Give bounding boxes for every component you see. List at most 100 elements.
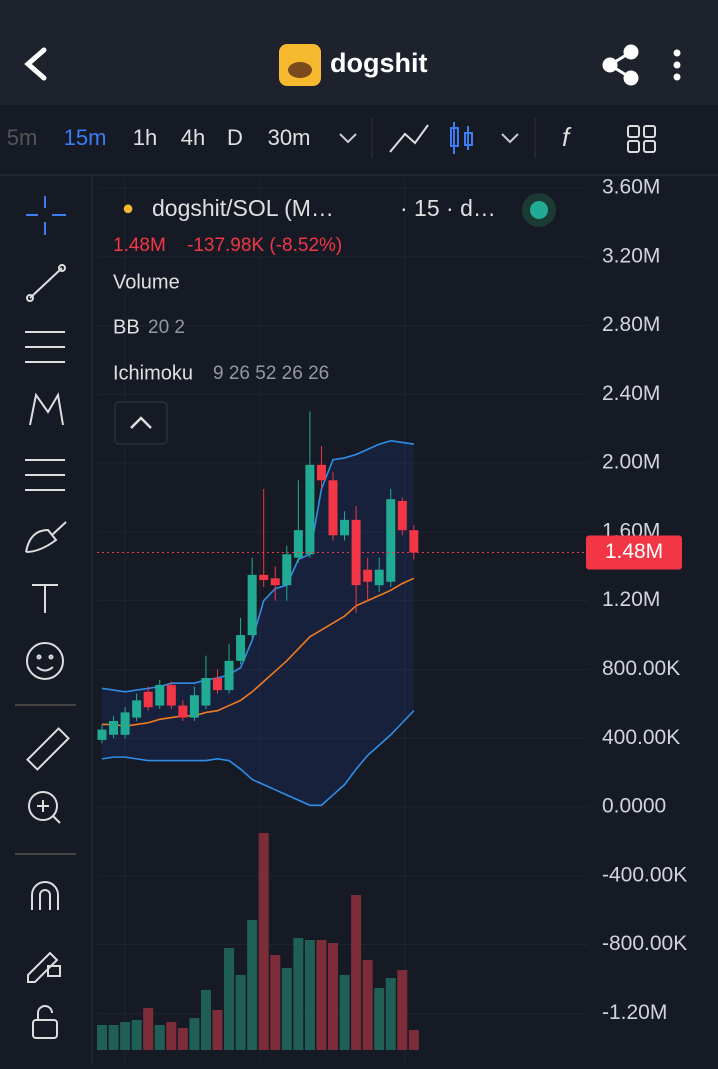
candle-body [259, 574, 269, 581]
volume-bar [235, 975, 246, 1050]
volume-bar [293, 938, 304, 1050]
fib-tool[interactable] [25, 331, 65, 363]
volume-bar [258, 833, 269, 1050]
volume-bar [351, 895, 362, 1050]
collapse-icon [130, 416, 152, 429]
volume-bar [270, 955, 281, 1050]
collapse-button[interactable] [114, 401, 168, 445]
prediction-tool[interactable] [25, 459, 65, 491]
pair-name: dogshit/SOL (M… [152, 195, 334, 221]
volume-bar [154, 1025, 165, 1050]
brush-tool[interactable] [25, 521, 67, 553]
header [0, 0, 718, 105]
candle-body [178, 705, 188, 718]
emoji-tool[interactable] [26, 642, 64, 680]
volume-bar [397, 970, 408, 1050]
volume-bar [328, 943, 338, 1050]
token-icon-shape [288, 62, 312, 78]
y-tick-label: 1.20M [602, 588, 660, 611]
candle-body [409, 530, 419, 553]
candle-body [328, 480, 338, 536]
drawing-tools [15, 196, 76, 1039]
candle-body [397, 500, 407, 531]
volume-bar [166, 1022, 177, 1050]
volume-bar [212, 1010, 223, 1050]
volume-bar [316, 940, 327, 1050]
lock-draw-tool[interactable] [27, 951, 61, 983]
timeframes: 5m 15m 1h 4h D 30m [7, 125, 311, 150]
candle-body [340, 519, 350, 536]
y-tick-label: -1.20M [602, 1001, 667, 1024]
bb-line [102, 577, 415, 727]
candle-button[interactable] [450, 122, 473, 154]
volume-bar [177, 1028, 188, 1050]
y-tick-label: 3.60M [602, 176, 660, 199]
timeframe-button[interactable]: 1h [133, 125, 157, 150]
candle-body [316, 464, 326, 481]
candle-body [189, 695, 199, 718]
timeframe-button[interactable]: D [227, 125, 243, 150]
pattern-tool[interactable] [29, 392, 64, 426]
y-tick-label: 2.00M [602, 451, 660, 474]
y-tick-label: 400.00K [602, 726, 680, 749]
price-label-bg [586, 535, 682, 570]
magnet-tool[interactable] [31, 881, 59, 910]
pair-icon: ● [122, 197, 134, 219]
legend-volume: Volume [113, 271, 180, 293]
legend-bb: BB [113, 316, 140, 338]
toolbar [0, 105, 718, 173]
candle-body [155, 684, 165, 706]
candle-body [247, 574, 257, 636]
candle-body [132, 700, 142, 718]
volume-bar [374, 988, 385, 1050]
legend-change: -137.98K (-8.52%) [187, 235, 342, 256]
candle-body [363, 569, 373, 582]
timeframe-button[interactable]: 4h [181, 125, 205, 150]
y-tick-label: 0.0000 [602, 795, 666, 818]
volume-bar [339, 975, 350, 1050]
volume-bar [200, 990, 211, 1050]
pair-interval: · 15 · d… [400, 195, 496, 221]
volume-bar [143, 1008, 154, 1050]
legend-price: 1.48M [113, 235, 166, 256]
layout-button[interactable] [627, 125, 656, 153]
candle-body [386, 499, 396, 582]
y-tick-label: 2.40M [602, 382, 660, 405]
candle-body [143, 691, 153, 708]
timeframe-button[interactable]: 5m [7, 125, 38, 150]
y-tick-label: -400.00K [602, 863, 687, 886]
y-tick-label: -800.00K [602, 932, 687, 955]
candle-body [224, 660, 234, 691]
volume-bar [131, 1020, 142, 1050]
candle-body [201, 678, 211, 706]
candle-body [166, 684, 176, 706]
legend-ichimoku: Ichimoku [113, 362, 193, 384]
volume-bar [408, 1030, 419, 1050]
y-tick-label: 3.20M [602, 244, 660, 267]
candle-body [374, 569, 384, 586]
back-button[interactable] [24, 47, 47, 81]
candle-body [236, 635, 246, 661]
line-chart-button[interactable] [389, 124, 429, 153]
candle-body [109, 721, 119, 735]
candle-body [305, 464, 315, 555]
header-title: dogshit [330, 48, 427, 78]
measure-tool[interactable] [26, 727, 70, 771]
timeframe-button[interactable]: 15m [64, 125, 107, 150]
volume-bar [108, 1025, 119, 1050]
volume-bar [247, 920, 258, 1050]
timeframe-button[interactable]: 30m [268, 125, 311, 150]
price-label: 1.48M [605, 540, 663, 563]
timeframe-dropdown[interactable] [339, 133, 357, 144]
text-tool[interactable] [32, 584, 58, 613]
zoom-tool[interactable] [28, 791, 61, 824]
trend-line-tool[interactable] [26, 264, 66, 302]
menu-button[interactable] [673, 49, 681, 81]
chart-type-dropdown[interactable] [501, 133, 519, 144]
y-tick-label: 2.80M [602, 313, 660, 336]
indicators-button[interactable]: f [562, 122, 572, 152]
lock-tool[interactable] [32, 1005, 58, 1039]
volume-bar [385, 978, 396, 1050]
share-button[interactable] [602, 44, 639, 86]
crosshair-tool[interactable] [26, 196, 66, 235]
